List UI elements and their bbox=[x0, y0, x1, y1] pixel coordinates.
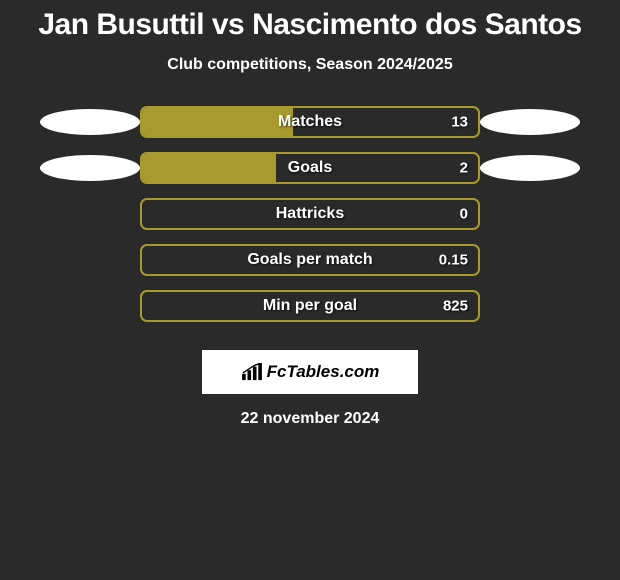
bar-value: 825 bbox=[443, 298, 468, 315]
stat-row: Goals2 bbox=[30, 152, 590, 184]
right-ellipse bbox=[480, 293, 580, 319]
subtitle: Club competitions, Season 2024/2025 bbox=[167, 56, 452, 74]
right-ellipse bbox=[480, 109, 580, 135]
stat-rows: Matches13 Goals2 Hattricks0 Goals per match… bbox=[30, 106, 590, 336]
stat-bar: Min per goal825 bbox=[140, 290, 480, 322]
bar-value: 0 bbox=[460, 206, 468, 223]
stat-bar: Matches13 bbox=[140, 106, 480, 138]
left-ellipse bbox=[40, 155, 140, 181]
bar-label: Goals bbox=[142, 159, 478, 177]
right-ellipse bbox=[480, 201, 580, 227]
page-title: Jan Busuttil vs Nascimento dos Santos bbox=[38, 8, 581, 42]
logo-text: FcTables.com bbox=[267, 362, 380, 382]
bars-icon bbox=[241, 363, 263, 381]
left-ellipse bbox=[40, 293, 140, 319]
left-ellipse bbox=[40, 201, 140, 227]
left-ellipse bbox=[40, 109, 140, 135]
left-ellipse bbox=[40, 247, 140, 273]
logo-box: FcTables.com bbox=[202, 350, 418, 394]
stat-row: Hattricks0 bbox=[30, 198, 590, 230]
bar-label: Goals per match bbox=[142, 251, 478, 269]
bar-value: 2 bbox=[460, 160, 468, 177]
bar-value: 0.15 bbox=[439, 252, 468, 269]
stat-row: Matches13 bbox=[30, 106, 590, 138]
bar-value: 13 bbox=[451, 114, 468, 131]
bar-label: Min per goal bbox=[142, 297, 478, 315]
bar-label: Matches bbox=[142, 113, 478, 131]
right-ellipse bbox=[480, 247, 580, 273]
footer-date: 22 november 2024 bbox=[241, 410, 380, 428]
stat-row: Min per goal825 bbox=[30, 290, 590, 322]
stat-bar: Hattricks0 bbox=[140, 198, 480, 230]
right-ellipse bbox=[480, 155, 580, 181]
bar-label: Hattricks bbox=[142, 205, 478, 223]
infographic-container: Jan Busuttil vs Nascimento dos Santos Cl… bbox=[0, 0, 620, 428]
stat-bar: Goals2 bbox=[140, 152, 480, 184]
stat-row: Goals per match0.15 bbox=[30, 244, 590, 276]
stat-bar: Goals per match0.15 bbox=[140, 244, 480, 276]
